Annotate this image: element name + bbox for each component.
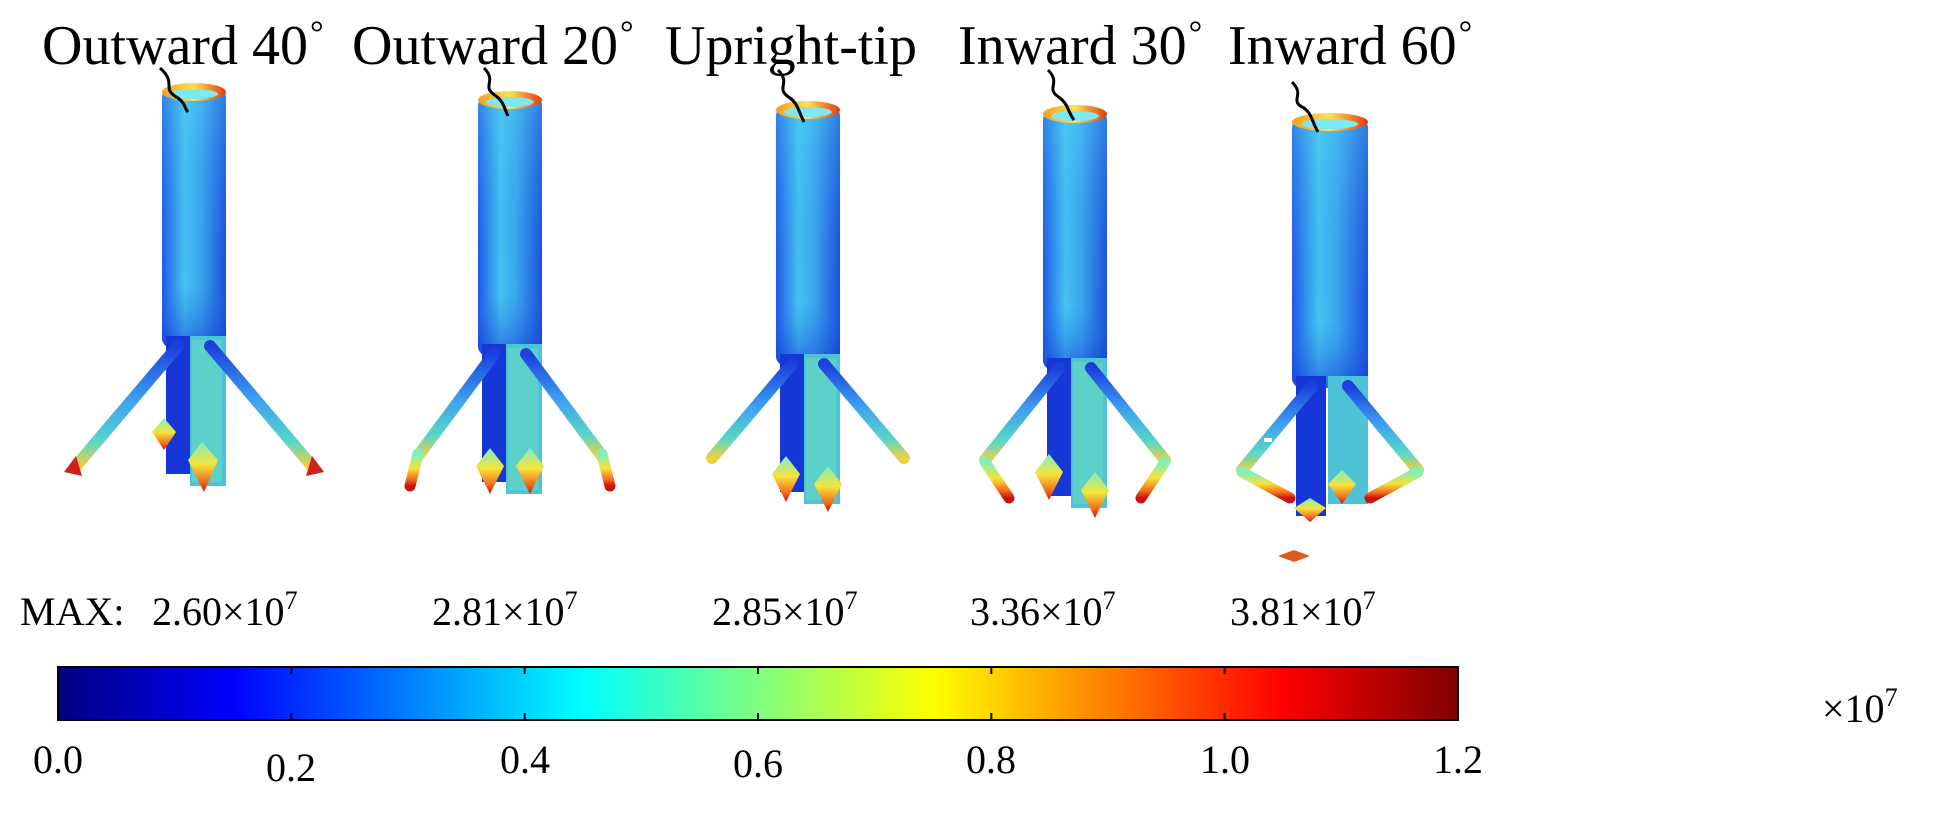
tick-label-3: 0.6 — [733, 741, 783, 786]
variant-title-inward-30: Inward 30° — [958, 15, 1203, 77]
tick-label-0: 0.0 — [33, 737, 83, 782]
colorbar-ticks — [57, 667, 1459, 720]
variant-title-outward-20: Outward 20° — [352, 15, 634, 77]
leader-line-inward-30 — [1046, 68, 1076, 121]
max-value-outward-20: 2.81×107 — [432, 586, 578, 634]
variant-title-outward-40: Outward 40° — [42, 15, 324, 77]
model-inward-30 — [979, 105, 1171, 518]
tick-label-4: 0.8 — [966, 737, 1016, 782]
model-outward-40 — [64, 83, 324, 492]
tick-label-5: 1.0 — [1200, 737, 1250, 782]
max-value-upright-tip: 2.85×107 — [712, 586, 858, 634]
leader-line-inward-60 — [1290, 80, 1320, 133]
tick-label-2: 0.4 — [500, 737, 550, 782]
max-label: MAX: — [20, 589, 125, 634]
colorbar-gradient — [57, 666, 1459, 721]
max-value-inward-60: 3.81×107 — [1230, 586, 1376, 634]
tick-label-1: 0.2 — [266, 745, 316, 790]
variant-title-inward-60: Inward 60° — [1228, 15, 1473, 77]
model-outward-20 — [404, 91, 616, 494]
variant-title-upright-tip: Upright-tip — [665, 15, 917, 77]
model-inward-60 — [1236, 113, 1424, 562]
colorbar-unit: ×107 — [1822, 683, 1898, 731]
model-upright-tip — [706, 101, 910, 512]
max-value-inward-30: 3.36×107 — [970, 586, 1116, 634]
leader-line-outward-20 — [482, 66, 510, 117]
max-value-outward-40: 2.60×107 — [152, 586, 298, 634]
tick-label-6: 1.2 — [1433, 737, 1483, 782]
leader-line-upright-tip — [776, 68, 806, 123]
leader-line-outward-40 — [158, 66, 190, 114]
